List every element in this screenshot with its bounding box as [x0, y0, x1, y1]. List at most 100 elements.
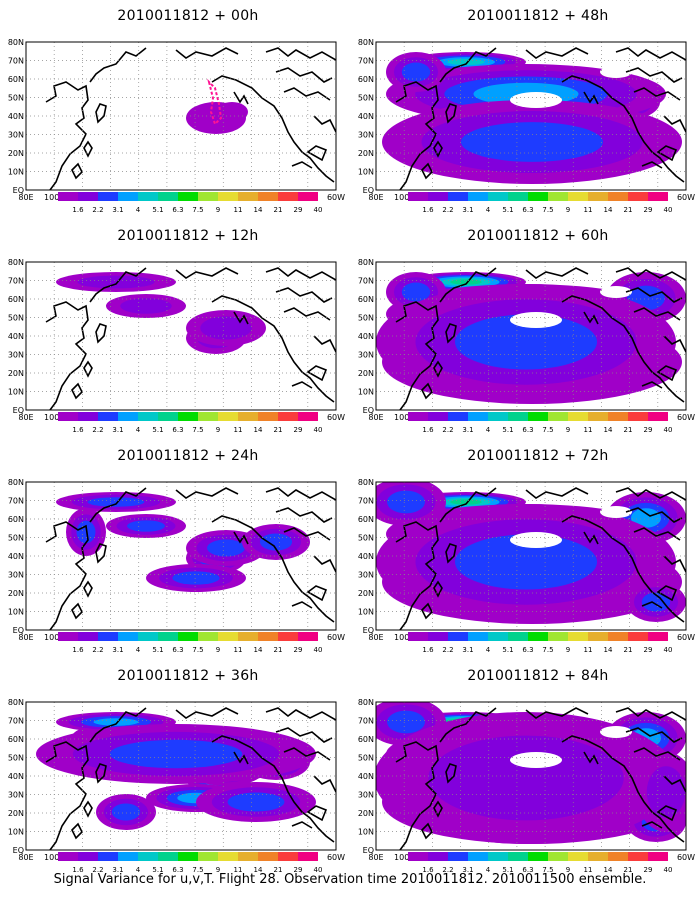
colorbar-level-label: 21 [274, 866, 283, 874]
lon-tick-label: 100E [44, 413, 64, 422]
colorbar-swatch [278, 632, 298, 641]
variance-contour [450, 499, 482, 505]
variance-contour [259, 533, 293, 551]
lat-tick-label: 20N [358, 809, 374, 818]
colorbar-level-label: 2.2 [442, 426, 453, 434]
colorbar-level-label: 3.1 [462, 646, 473, 654]
colorbar-swatch [258, 632, 278, 641]
colorbar-level-label: 3.1 [462, 206, 473, 214]
variance-contour [646, 766, 686, 818]
colorbar-swatch [588, 412, 608, 421]
colorbar-level-label: 40 [314, 426, 323, 434]
colorbar-level-label: 1.6 [72, 866, 84, 874]
panel-title: 2010011812 + 24h [117, 448, 259, 464]
colorbar-swatch [78, 852, 98, 861]
lat-tick-label: 40N [358, 112, 374, 121]
lat-tick-label: 50N [8, 94, 24, 103]
colorbar: 1.6 2.2 3.1 4 5.1 6.3 7.5 9 11 14 21 29 40 [408, 852, 672, 874]
coastline [283, 747, 331, 761]
lat-tick-label: 60N [358, 735, 374, 744]
colorbar-level-label: 9 [216, 646, 220, 654]
colorbar-swatch [138, 192, 158, 201]
colorbar-level-label: 4 [136, 426, 141, 434]
coastline [641, 161, 663, 169]
coastline [625, 727, 683, 743]
lon-tick-label: 100E [394, 193, 414, 202]
coastline [283, 87, 331, 101]
colorbar-level-label: 6.3 [522, 206, 533, 214]
colorbar-level-label: 1.6 [72, 206, 84, 214]
lat-tick-label: 60N [358, 75, 374, 84]
coastline [211, 735, 335, 843]
colorbar-level-label: 1.6 [422, 426, 434, 434]
lon-tick-label: 100E [394, 853, 414, 862]
lat-tick-label: 40N [8, 332, 24, 341]
coastline [641, 381, 663, 389]
coastline [71, 162, 83, 180]
coastline [625, 507, 683, 523]
colorbar-level-label: 1.6 [72, 646, 84, 654]
colorbar-level-label: 11 [234, 206, 243, 214]
lon-tick-label: 80E [18, 633, 33, 642]
coastline [313, 555, 336, 573]
variance-contour [428, 735, 624, 821]
lat-tick-label: 50N [358, 94, 374, 103]
variance-contour [120, 298, 172, 314]
colorbar-level-label: 11 [584, 426, 593, 434]
coastline [45, 521, 89, 630]
forecast-panel: 2010011812 + 36h EQ 10N 20N 30N 40N 50N 60N 70N 8… [8, 660, 358, 880]
colorbar-level-label: 5.1 [502, 866, 513, 874]
colorbar-swatch [468, 852, 488, 861]
colorbar-level-label: 7.5 [192, 646, 203, 654]
lat-tick-label: 70N [358, 277, 374, 286]
coastline [275, 727, 333, 743]
colorbar-swatch [78, 192, 98, 201]
colorbar-swatch [628, 412, 648, 421]
coastline [561, 735, 685, 843]
coastline [633, 307, 681, 321]
panel-title: 2010011812 + 60h [467, 228, 609, 244]
lat-tick-label: 30N [358, 791, 374, 800]
variance-contour [87, 497, 145, 507]
colorbar-swatch [258, 192, 278, 201]
lat-tick-label: 80N [358, 478, 374, 487]
lat-tick-label: 20N [8, 589, 24, 598]
coastline [306, 145, 328, 162]
coastline [95, 543, 107, 564]
lat-tick-label: 50N [8, 314, 24, 323]
coastline [291, 161, 313, 169]
lat-tick-label: 30N [8, 131, 24, 140]
coastline [656, 365, 678, 382]
colorbar-level-label: 9 [216, 426, 220, 434]
colorbar-level-label: 21 [274, 646, 283, 654]
coastline [275, 67, 333, 83]
colorbar-swatch [298, 632, 318, 641]
colorbar-swatch [118, 852, 138, 861]
coastline [421, 602, 433, 620]
colorbar: 1.6 2.2 3.1 4 5.1 6.3 7.5 9 11 14 21 29 40 [408, 412, 672, 434]
coastline [71, 382, 83, 400]
coastline [283, 527, 331, 541]
coastline [313, 775, 336, 793]
colorbar-swatch [488, 192, 508, 201]
colorbar-swatch [158, 852, 178, 861]
panel-title: 2010011812 + 72h [467, 448, 609, 464]
coastline [615, 47, 686, 61]
colorbar-swatch [158, 412, 178, 421]
colorbar-level-label: 7.5 [542, 866, 553, 874]
colorbar-level-label: 14 [604, 646, 613, 654]
coastline [583, 531, 599, 545]
colorbar-level-label: 9 [566, 426, 570, 434]
colorbar-swatch [648, 412, 668, 421]
colorbar-level-label: 6.3 [172, 866, 183, 874]
lat-tick-label: 10N [8, 828, 24, 837]
variance-contour [111, 803, 141, 821]
colorbar-level-label: 1.6 [72, 426, 84, 434]
colorbar-swatch [298, 852, 318, 861]
colorbar: 1.6 2.2 3.1 4 5.1 6.3 7.5 9 11 14 21 29 40 [408, 192, 672, 214]
colorbar-swatch [588, 192, 608, 201]
lat-tick-label: EQ [363, 406, 374, 415]
colorbar-swatch [118, 192, 138, 201]
colorbar-level-label: 9 [216, 866, 220, 874]
coastline [211, 295, 335, 403]
